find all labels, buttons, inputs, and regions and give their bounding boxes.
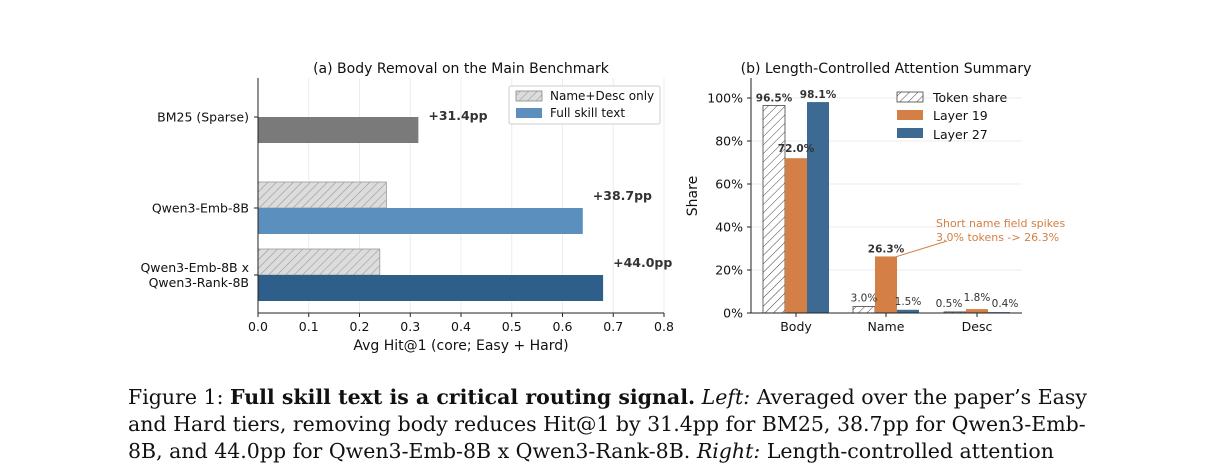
bar-full-skill-text xyxy=(258,117,419,143)
panel-a-category-label: Qwen3-Emb-8B xyxy=(152,201,249,216)
panel-a-x-tick-label: 0.6 xyxy=(553,319,573,334)
bar-layer-27 xyxy=(897,309,919,313)
panel-a-x-tick-label: 0.0 xyxy=(248,319,268,334)
panel-a-legend: Name+Desc only Full skill text xyxy=(508,85,661,125)
panel-b-bars xyxy=(762,102,1010,314)
bar-full-skill-text xyxy=(258,208,583,234)
caption-text-1: Averaged over the paper’s Easy xyxy=(756,385,1087,409)
legend-label-full-text: Full skill text xyxy=(550,106,625,120)
legend-label-name-desc: Name+Desc only xyxy=(550,89,654,103)
panel-b-y-tick-label: 100% xyxy=(707,91,743,106)
panel-b-value-label: 1.5% xyxy=(895,296,922,308)
panel-b-y-ticks: 0% 20% 40% 60% 80% 100% xyxy=(707,91,751,321)
caption-bold: Full skill text is a critical routing si… xyxy=(230,385,696,409)
annotation-line-2: 3.0% tokens -> 26.3% xyxy=(936,231,1059,244)
caption-line-3a: 8B, and 44.0pp for Qwen3-Emb-8B x Qwen3-… xyxy=(128,439,691,463)
panel-b-category-label: Body xyxy=(780,319,812,334)
panel-a-x-tick-label: 0.8 xyxy=(654,319,674,334)
legend-swatch-name-desc xyxy=(515,90,543,102)
bar-name-desc-only xyxy=(257,181,387,209)
panel-a-x-ticks: 0.0 0.1 0.2 0.3 0.4 0.5 0.6 0.7 0.8 xyxy=(248,313,674,334)
panel-a-delta-label: +31.4pp xyxy=(428,108,487,123)
caption-right-label: Right: xyxy=(696,439,761,463)
panel-a: (a) Body Removal on the Main Benchmark 0… xyxy=(140,61,674,354)
panel-a-title: (a) Body Removal on the Main Benchmark xyxy=(313,61,610,77)
legend-label-token-share: Token share xyxy=(932,90,1007,105)
panel-a-bars xyxy=(257,117,604,301)
panel-a-x-tick-label: 0.3 xyxy=(400,319,420,334)
panel-a-x-label: Avg Hit@1 (core; Easy + Hard) xyxy=(353,338,568,354)
panel-b-value-label: 72.0% xyxy=(778,143,815,155)
bar-layer-27 xyxy=(807,102,829,314)
panel-b-annotation: Short name field spikes 3.0% tokens -> 2… xyxy=(891,217,1065,259)
legend-swatch-full-text xyxy=(516,108,542,118)
panel-a-x-tick-label: 0.2 xyxy=(350,319,370,334)
panel-b-y-label: Share xyxy=(685,176,701,216)
bar-layer-19 xyxy=(875,256,897,313)
caption-line-3b: Length-controlled attention xyxy=(766,439,1054,463)
panel-b-legend: Token share Layer 19 Layer 27 xyxy=(896,90,1007,142)
panel-b-y-tick-label: 80% xyxy=(715,134,743,149)
caption-line-3: 8B, and 44.0pp for Qwen3-Emb-8B x Qwen3-… xyxy=(128,438,1088,465)
bar-name-desc-only xyxy=(257,248,381,276)
legend-label-layer-27: Layer 27 xyxy=(933,127,988,142)
panel-b-y-tick-label: 20% xyxy=(715,263,743,278)
panel-b-value-label: 0.5% xyxy=(936,298,963,310)
panel-b-title: (b) Length-Controlled Attention Summary xyxy=(741,61,1032,77)
caption-label: Figure 1: xyxy=(128,385,224,409)
panel-b-value-label: 96.5% xyxy=(756,93,793,105)
legend-swatch-token-share xyxy=(896,91,924,103)
panel-a-x-tick-label: 0.5 xyxy=(502,319,522,334)
panel-a-category-label: Qwen3-Rank-8B xyxy=(149,275,249,290)
annotation-arrow xyxy=(891,240,948,259)
panel-b-category-label: Desc xyxy=(962,319,993,334)
panel-b-value-label: 26.3% xyxy=(868,243,905,255)
legend-swatch-layer-19 xyxy=(897,110,923,120)
figure-caption: Figure 1: Full skill text is a critical … xyxy=(128,384,1088,465)
figure: (a) Body Removal on the Main Benchmark 0… xyxy=(140,61,1065,354)
bar-layer-19 xyxy=(785,158,807,313)
panel-b-categories: Body Name Desc xyxy=(780,313,992,334)
panel-b-value-label: 0.4% xyxy=(992,298,1019,310)
panel-a-x-tick-label: 0.1 xyxy=(299,319,319,334)
panel-b-value-label: 3.0% xyxy=(851,293,878,305)
bar-token-share xyxy=(852,306,876,314)
panel-b-y-tick-label: 60% xyxy=(715,177,743,192)
caption-line-2: and Hard tiers, removing body reduces Hi… xyxy=(128,412,1086,436)
panel-a-delta-label: +44.0pp xyxy=(613,255,672,270)
caption-left-label: Left: xyxy=(701,385,751,409)
bar-token-share xyxy=(762,105,786,314)
panel-a-category-label: BM25 (Sparse) xyxy=(157,110,249,125)
panel-b-y-tick-label: 40% xyxy=(715,220,743,235)
bar-layer-19 xyxy=(966,309,988,313)
panel-a-delta-label: +38.7pp xyxy=(593,188,652,203)
panel-b-value-label: 1.8% xyxy=(964,292,991,304)
panel-b-y-tick-label: 0% xyxy=(723,306,743,321)
caption-line-1: Figure 1: Full skill text is a critical … xyxy=(128,384,1088,411)
panel-b-value-label: 98.1% xyxy=(800,89,837,101)
panel-b-category-label: Name xyxy=(868,319,905,334)
bar-full-skill-text xyxy=(258,275,604,301)
panel-b: (b) Length-Controlled Attention Summary … xyxy=(685,61,1065,334)
legend-swatch-layer-27 xyxy=(897,128,923,138)
panel-a-category-label: Qwen3-Emb-8B x xyxy=(140,260,249,275)
panel-a-x-tick-label: 0.7 xyxy=(603,319,623,334)
panel-b-value-labels: 96.5% 72.0% 98.1% 3.0% 26.3% 1.5% 0.5% 1.8%0.4% xyxy=(756,89,1019,310)
annotation-line-1: Short name field spikes xyxy=(936,217,1065,230)
panel-a-annotations: +31.4pp +38.7pp +44.0pp xyxy=(428,108,672,270)
panel-a-categories: BM25 (Sparse) Qwen3-Emb-8B Qwen3-Emb-8B xQ… xyxy=(140,110,258,290)
legend-label-layer-19: Layer 19 xyxy=(933,108,988,123)
panel-a-x-tick-label: 0.4 xyxy=(451,319,471,334)
